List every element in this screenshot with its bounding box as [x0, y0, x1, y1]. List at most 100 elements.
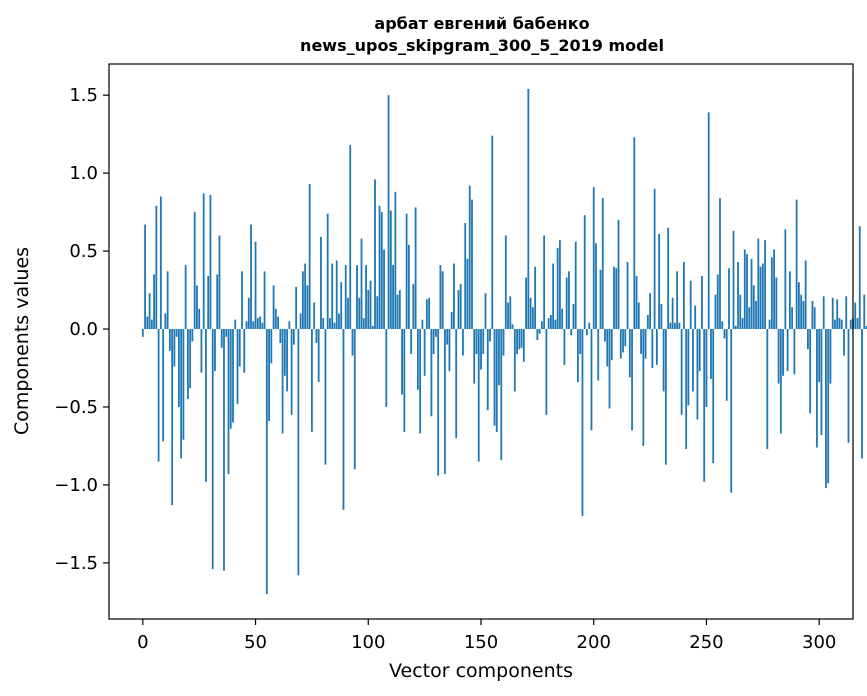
y-tick-label: 1.0 — [69, 163, 98, 184]
bar — [356, 265, 358, 330]
bar — [396, 294, 399, 330]
bar — [574, 241, 577, 330]
bar — [263, 271, 266, 330]
bar — [320, 237, 322, 330]
bar — [748, 307, 751, 330]
bar — [403, 329, 406, 432]
bar — [761, 263, 764, 330]
bar — [200, 329, 203, 373]
bar — [676, 271, 679, 330]
bar — [211, 329, 214, 570]
bar — [489, 329, 491, 342]
bar — [581, 329, 584, 517]
bar — [782, 329, 785, 376]
bar — [601, 198, 604, 330]
bar — [689, 280, 692, 330]
bar — [448, 329, 451, 372]
bar — [256, 318, 259, 330]
bar — [549, 315, 552, 330]
bar — [435, 329, 437, 337]
bar — [692, 329, 694, 392]
bar — [358, 297, 361, 330]
bar — [793, 329, 796, 375]
bar — [669, 322, 672, 330]
bar — [825, 329, 827, 489]
y-tick-label: 0.0 — [69, 319, 98, 340]
bar — [664, 329, 667, 465]
bar — [495, 329, 498, 432]
bar — [640, 329, 642, 354]
bar — [491, 135, 494, 330]
bar — [750, 258, 753, 330]
bar — [241, 271, 243, 330]
bar — [265, 329, 268, 595]
bar — [405, 213, 408, 330]
bar — [543, 235, 546, 330]
bar — [367, 290, 370, 330]
bar — [757, 238, 760, 330]
bar — [538, 329, 541, 334]
bar — [534, 266, 537, 330]
bar — [324, 329, 327, 465]
bar — [218, 235, 221, 330]
bar — [588, 322, 591, 330]
bar — [196, 285, 198, 330]
bar — [462, 329, 464, 356]
bar — [854, 302, 857, 330]
bar — [250, 224, 252, 330]
bar — [146, 316, 149, 330]
bar — [685, 329, 688, 450]
bar — [362, 318, 365, 330]
bar — [660, 304, 663, 330]
bar — [849, 319, 852, 330]
bar — [437, 329, 440, 476]
bar — [583, 215, 586, 330]
bar — [295, 286, 298, 330]
bar — [784, 229, 787, 330]
bar — [504, 235, 507, 330]
bar — [626, 261, 629, 330]
bar — [705, 329, 708, 407]
bar — [148, 293, 151, 330]
bar — [141, 329, 144, 337]
x-tick-label: 150 — [464, 632, 498, 653]
bar — [520, 329, 523, 348]
bar — [311, 329, 313, 432]
bar — [234, 319, 237, 330]
x-tick-label: 50 — [244, 632, 267, 653]
bar — [484, 293, 487, 330]
bar — [144, 224, 146, 330]
bar — [719, 198, 721, 330]
bar — [595, 243, 597, 330]
bar — [619, 329, 622, 359]
bar — [157, 329, 160, 462]
bar — [617, 219, 620, 330]
bar — [631, 329, 633, 431]
bar — [441, 271, 444, 330]
bar — [633, 137, 636, 330]
bar — [184, 265, 187, 330]
bar — [592, 187, 595, 330]
bar — [651, 329, 654, 368]
bar — [304, 263, 307, 330]
bar — [306, 285, 309, 330]
bar — [166, 271, 169, 330]
bar — [236, 329, 239, 404]
bar — [365, 265, 367, 330]
bar — [342, 329, 345, 510]
bar — [150, 319, 153, 330]
bar — [739, 294, 742, 330]
bar — [858, 226, 861, 330]
bar — [628, 329, 631, 378]
bar — [464, 223, 467, 330]
bar — [261, 322, 264, 330]
bar — [513, 329, 516, 392]
bar — [701, 276, 703, 330]
bar — [529, 297, 532, 330]
bar — [746, 254, 748, 330]
bar — [383, 249, 385, 330]
bar — [797, 282, 800, 330]
bar — [545, 329, 548, 415]
bar — [315, 329, 318, 344]
bar — [608, 329, 611, 409]
